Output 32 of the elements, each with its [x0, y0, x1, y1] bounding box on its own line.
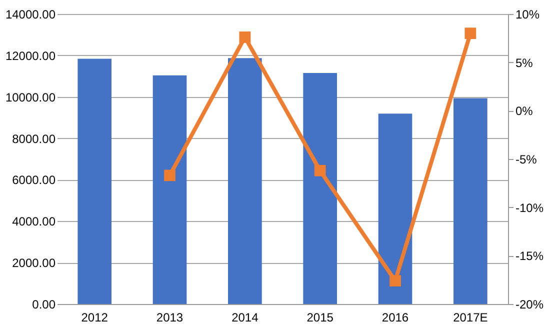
- x-tick-label: 2014: [232, 310, 259, 324]
- x-tick-label: 2012: [81, 310, 108, 324]
- bar: [454, 98, 488, 304]
- point: [314, 164, 326, 176]
- bar: [228, 58, 262, 304]
- x-tick-label: 2017E: [453, 310, 488, 324]
- y-tick-label: 10000.00: [5, 90, 56, 104]
- x-tick-label: 2015: [306, 310, 334, 324]
- y-tick-label: 0.00: [32, 298, 56, 312]
- y2-tick-label: 5%: [516, 56, 534, 70]
- point: [239, 32, 251, 43]
- y2-tick-label: -20%: [516, 298, 544, 312]
- y-tick-label: 12000.00: [5, 48, 56, 63]
- y2-tick-label: 0%: [516, 104, 534, 118]
- y-tick-label: 6000.00: [12, 173, 56, 188]
- bar: [152, 75, 187, 304]
- y-tick-label: 8000.00: [12, 132, 56, 146]
- bar: [378, 114, 412, 304]
- y-tick-label: 4000.00: [12, 214, 56, 229]
- y2-tick-label: 10%: [516, 8, 540, 22]
- x-tick-label: 2013: [156, 310, 184, 324]
- point: [464, 28, 476, 40]
- point: [164, 170, 176, 182]
- bar: [78, 58, 112, 304]
- y2-tick-label: -10%: [516, 200, 544, 215]
- point: [390, 275, 401, 286]
- bar: [303, 73, 337, 304]
- x-tick-label: 2016: [382, 310, 409, 324]
- y2-tick-label: -15%: [516, 249, 544, 264]
- y-tick-label: 14000.00: [5, 8, 56, 22]
- y-tick-label: 2000.00: [12, 256, 56, 270]
- y2-tick-label: -5%: [516, 152, 538, 166]
